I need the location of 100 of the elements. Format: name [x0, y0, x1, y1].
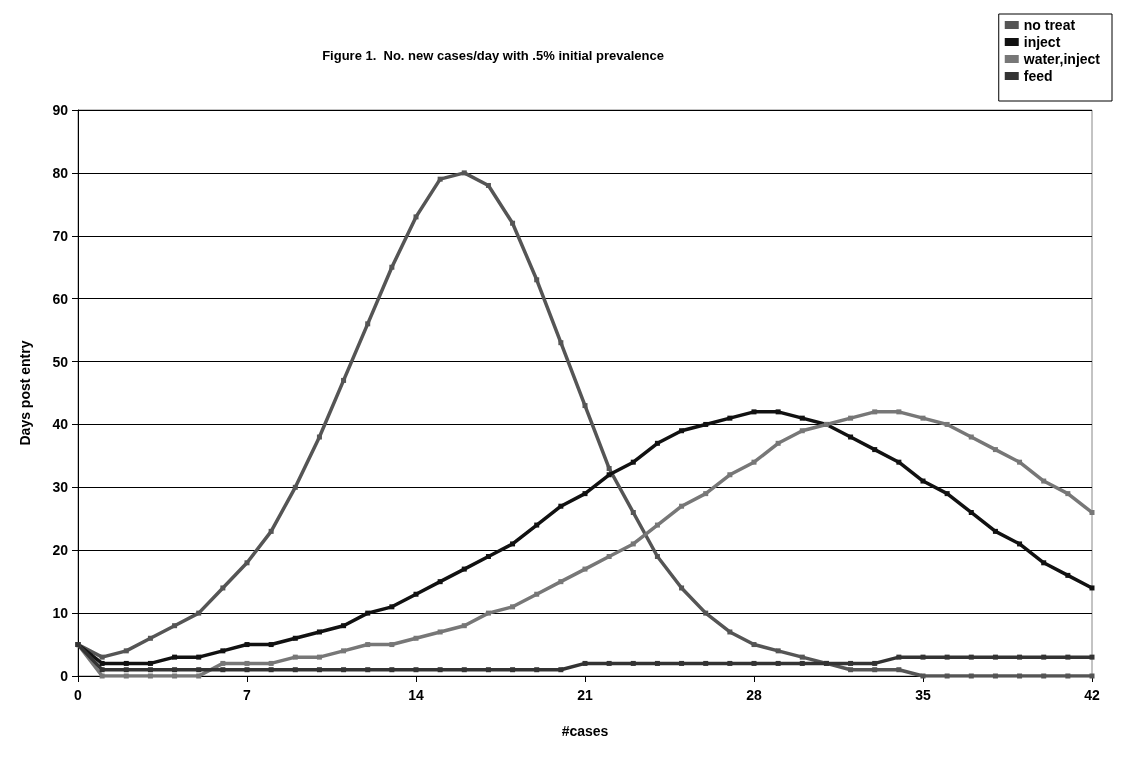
- point: [1089, 673, 1095, 679]
- point: [944, 654, 950, 660]
- point: [1065, 491, 1071, 497]
- x-tick-label: 14: [408, 687, 424, 703]
- point: [775, 409, 781, 415]
- point: [896, 654, 902, 660]
- point: [751, 409, 757, 415]
- point: [365, 642, 371, 648]
- point: [341, 623, 347, 629]
- point: [703, 610, 709, 616]
- point: [534, 667, 540, 673]
- point: [654, 522, 660, 528]
- point: [413, 214, 419, 220]
- point: [196, 667, 202, 673]
- point: [944, 421, 950, 427]
- point: [1041, 478, 1047, 484]
- point: [147, 660, 153, 666]
- point: [582, 491, 588, 497]
- point: [389, 604, 395, 610]
- point: [992, 654, 998, 660]
- point: [413, 635, 419, 641]
- point: [968, 654, 974, 660]
- point: [751, 642, 757, 648]
- point: [703, 491, 709, 497]
- point: [147, 635, 153, 641]
- point: [99, 654, 105, 660]
- point: [292, 484, 298, 490]
- point: [1089, 509, 1095, 515]
- point: [99, 673, 105, 679]
- point: [630, 459, 636, 465]
- point: [606, 472, 612, 478]
- point: [775, 440, 781, 446]
- point: [703, 660, 709, 666]
- point: [799, 660, 805, 666]
- point: [896, 459, 902, 465]
- point: [558, 667, 564, 673]
- point: [630, 509, 636, 515]
- point: [244, 560, 250, 566]
- point: [316, 667, 322, 673]
- point: [630, 541, 636, 547]
- point: [365, 321, 371, 327]
- point: [1065, 673, 1071, 679]
- point: [172, 623, 178, 629]
- point: [968, 434, 974, 440]
- point: [123, 667, 129, 673]
- point: [437, 629, 443, 635]
- point: [437, 176, 443, 182]
- legend-label: inject: [1023, 34, 1061, 50]
- legend-label: feed: [1023, 68, 1053, 84]
- point: [389, 642, 395, 648]
- point: [172, 667, 178, 673]
- x-tick-label: 7: [243, 687, 252, 703]
- point: [558, 340, 564, 346]
- point: [944, 673, 950, 679]
- point: [1017, 673, 1023, 679]
- point: [244, 667, 250, 673]
- y-tick-label: 50: [52, 353, 69, 370]
- point: [751, 660, 757, 666]
- point: [727, 660, 733, 666]
- point: [968, 509, 974, 515]
- point: [316, 629, 322, 635]
- point: [992, 528, 998, 534]
- point: [341, 648, 347, 654]
- point: [461, 667, 467, 673]
- x-tick-label: 35: [915, 687, 931, 703]
- point: [99, 660, 105, 666]
- x-tick-label: 42: [1084, 687, 1100, 703]
- point: [220, 660, 226, 666]
- point: [413, 667, 419, 673]
- point: [244, 660, 250, 666]
- point: [992, 673, 998, 679]
- point: [799, 428, 805, 434]
- point: [1017, 541, 1023, 547]
- point: [510, 667, 516, 673]
- point: [341, 377, 347, 383]
- point: [510, 604, 516, 610]
- point: [510, 220, 516, 226]
- point: [727, 415, 733, 421]
- point: [799, 415, 805, 421]
- y-tick-label: 70: [52, 227, 69, 244]
- point: [461, 623, 467, 629]
- y-tick-label: 20: [52, 542, 69, 559]
- point: [220, 667, 226, 673]
- point: [606, 465, 612, 471]
- point: [1017, 654, 1023, 660]
- point: [920, 673, 926, 679]
- point: [872, 667, 878, 673]
- point: [582, 566, 588, 572]
- point: [679, 585, 685, 591]
- point: [679, 503, 685, 509]
- point: [389, 667, 395, 673]
- point: [944, 491, 950, 497]
- point: [485, 182, 491, 188]
- point: [1065, 654, 1071, 660]
- point: [1041, 673, 1047, 679]
- point: [727, 472, 733, 478]
- point: [316, 654, 322, 660]
- point: [534, 277, 540, 283]
- point: [558, 503, 564, 509]
- point: [341, 667, 347, 673]
